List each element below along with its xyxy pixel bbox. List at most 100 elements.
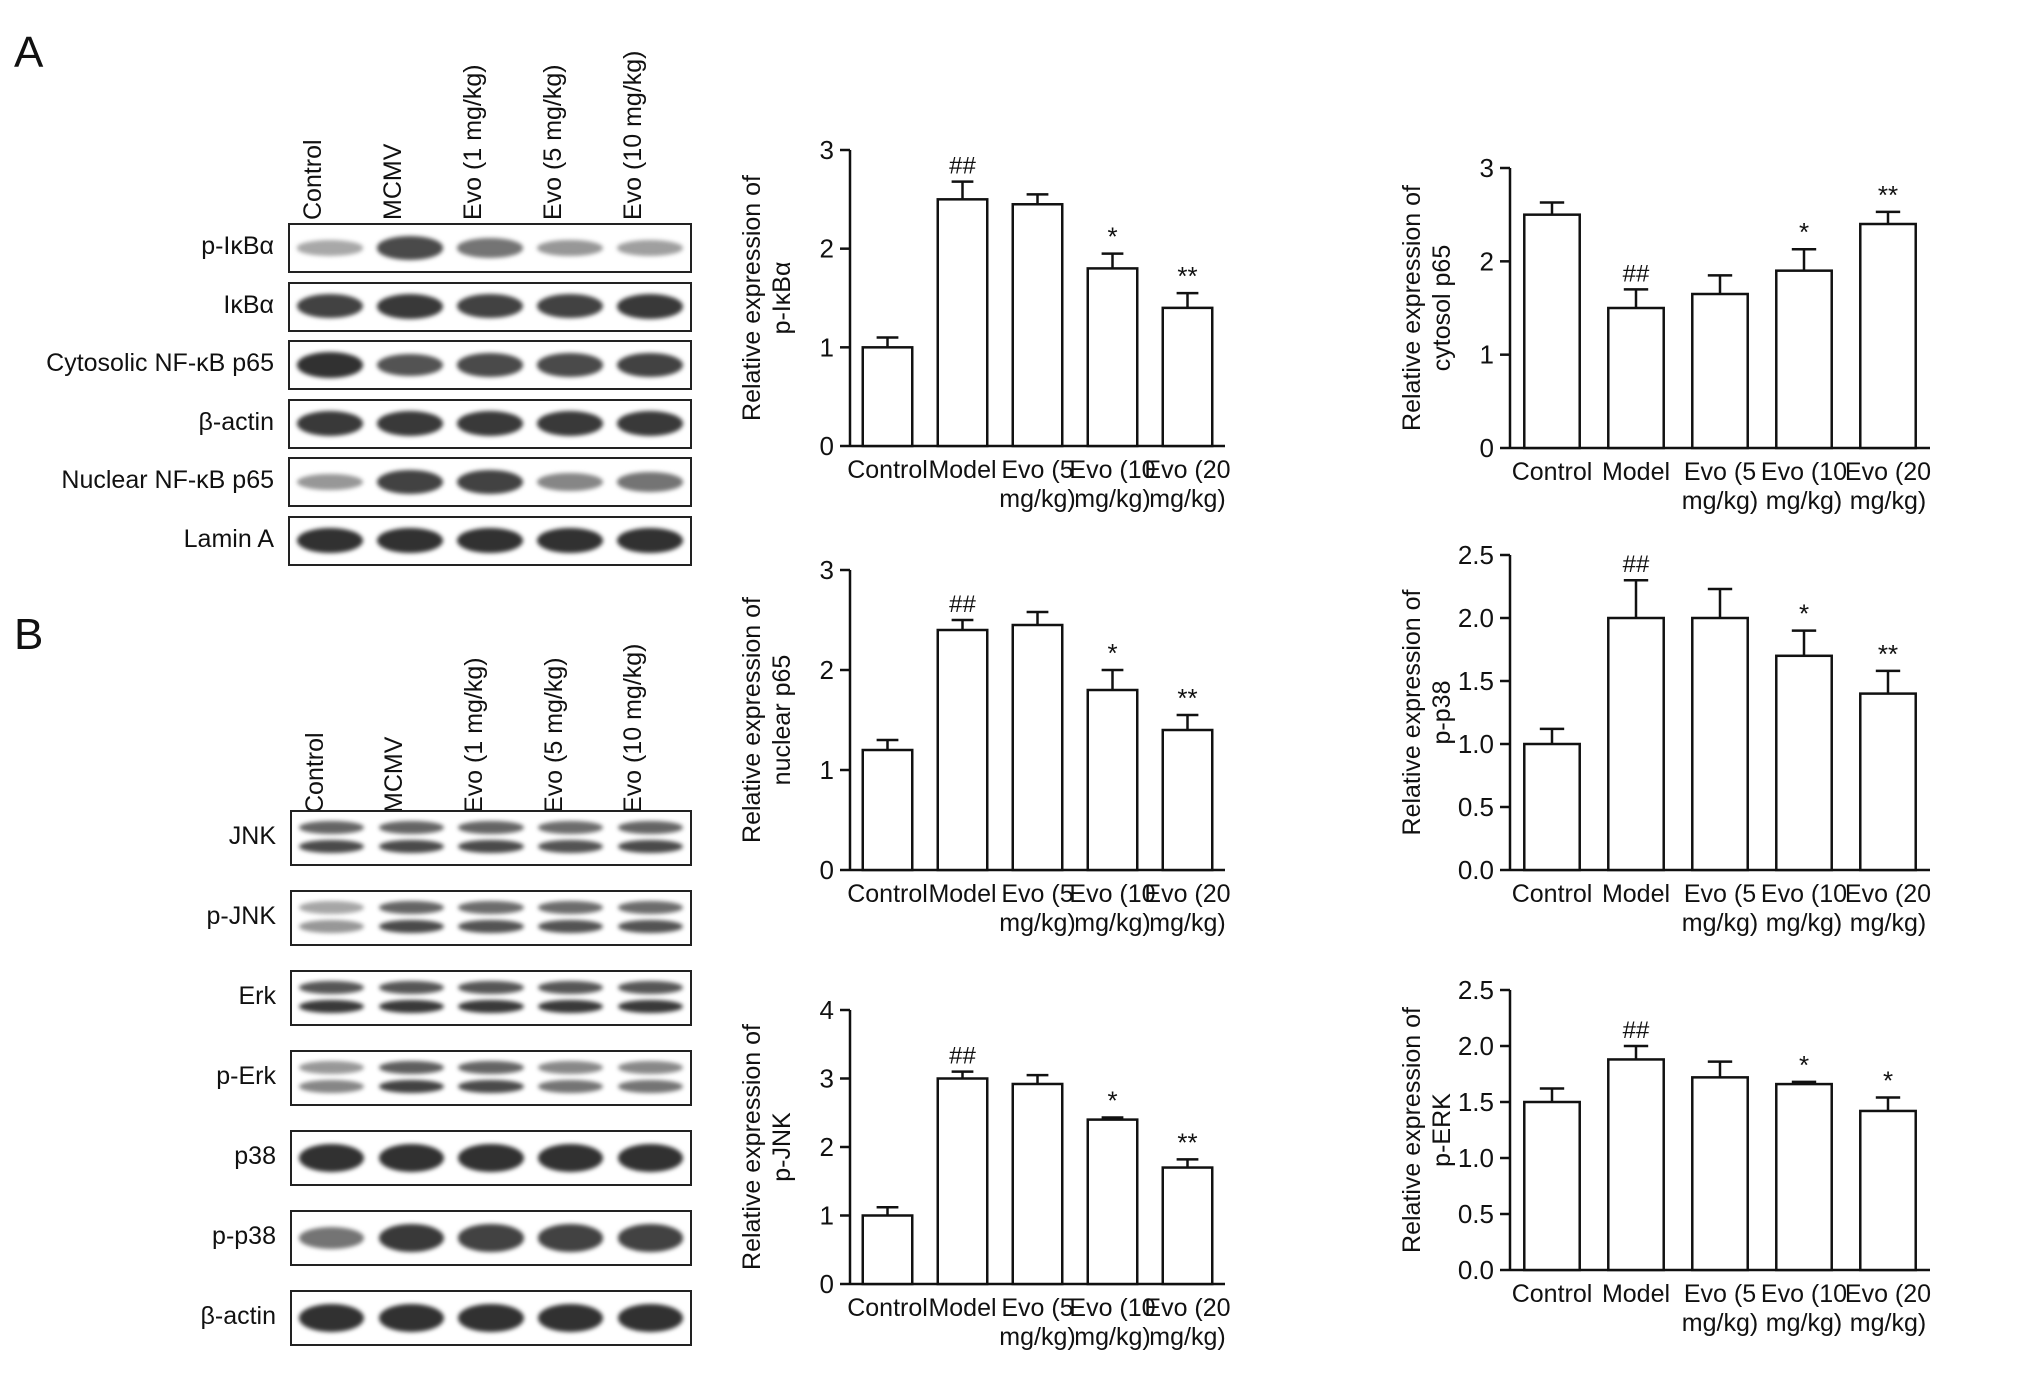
blot-band [617,1060,683,1075]
y-tick-label: 0.0 [1458,1255,1494,1285]
x-tick-label-line: Model [1602,1280,1670,1308]
panel-letter-a: A [14,28,44,77]
bar [936,628,989,872]
x-tick-label-line: mg/kg) [999,909,1075,937]
lane-label: Control [300,732,329,813]
y-tick-label: 2.5 [1458,540,1494,570]
lane-label: Evo (1 mg/kg) [459,64,487,220]
x-tick-label: Model [1602,880,1670,908]
lane-label: Evo (1 mg/kg) [460,657,488,813]
blot-band [377,294,443,319]
blot-band [297,473,363,491]
y-axis-label: Relative expression ofp-ERK [1398,1007,1456,1253]
blot-row-label: IκBα [223,290,274,319]
x-tick-label-line: Model [928,456,996,484]
x-tick-label: Evo (20 mg/kg) [1144,1294,1230,1351]
blot-band [297,352,363,378]
blot-row-label: p-IκBα [201,232,274,260]
blot-row-label: p-p38 [212,1222,276,1250]
y-tick-label: 0 [1480,433,1494,463]
x-tick-label-line: mg/kg) [1850,487,1926,515]
y-tick-label: 0 [820,1269,834,1299]
significance-label: * [1107,222,1117,252]
y-axis-label-line: p-JNK [768,1112,796,1182]
x-tick-label-line: mg/kg) [1850,909,1926,937]
x-tick-label-line: mg/kg) [999,1323,1075,1351]
y-tick-label: 1.0 [1458,729,1494,759]
blot-strip [288,515,692,566]
blot-band [378,1224,445,1252]
significance-label: * [1799,599,1809,629]
x-tick-label: Evo (5 mg/kg) [999,1294,1075,1351]
y-tick-label: 1.0 [1458,1143,1494,1173]
x-tick-label: Control [1512,458,1593,486]
blot-band [299,999,365,1014]
x-tick-label: Evo (20 mg/kg) [1144,456,1230,513]
x-tick-label-line: Control [1512,880,1593,908]
y-axis-label-line: Relative expression of [738,597,766,843]
x-tick-label-line: Evo (20 [1845,880,1931,908]
x-tick-label-line: Model [928,880,996,908]
y-tick-label: 2.0 [1458,1031,1494,1061]
blot-band [537,900,604,915]
chart-cytosol-p65: 0 1 2 3 Relative expression ofcytosol p65 Con… [1398,153,1931,515]
blot-strip [288,223,692,273]
y-tick-label: 1.5 [1458,1087,1494,1117]
y-tick-label: 2 [820,655,834,685]
x-tick-label-line: Model [1602,880,1670,908]
significance-label: ** [1177,261,1197,291]
blot-band [537,294,603,319]
blot-band [537,1060,604,1075]
x-tick-label: Evo (10 mg/kg) [1069,880,1155,937]
x-tick-label: Evo (10 mg/kg) [1069,1294,1155,1351]
y-axis-label-line: Relative expression of [1398,589,1426,835]
x-tick-label: Evo (5 mg/kg) [999,880,1075,937]
x-tick-label-line: Evo (10 [1761,458,1847,486]
blot-band [537,999,604,1014]
blot-band [537,1303,604,1333]
blot-strip [288,398,692,449]
bar [1607,306,1665,450]
lane-label: Evo (5 mg/kg) [539,657,568,813]
blot-band [299,900,365,915]
bar [1775,1082,1833,1272]
x-tick-label-line: mg/kg) [1682,1309,1758,1337]
blot-band [297,411,363,436]
bar [936,198,989,448]
blot-row-label: β-actin [198,407,274,436]
blot-band [617,352,683,377]
blot-band [617,294,683,319]
significance-label: ## [1623,551,1650,578]
blot-band [378,999,445,1014]
y-tick-label: 3 [1480,153,1494,183]
blot-band [617,472,683,492]
x-tick-label-line: mg/kg) [1682,909,1758,937]
chart-p-jnk: 0 1 2 3 4 Relative expression ofp-JNK Control #… [738,995,1231,1351]
x-tick-label: Evo (20 mg/kg) [1845,880,1931,937]
lane-label: Evo (5 mg/kg) [539,64,567,220]
x-tick-label-line: mg/kg) [1682,487,1758,515]
blot-row-label: Cytosolic NF-κB p65 [46,349,274,377]
bar [1607,1058,1665,1272]
bar [1775,269,1833,450]
blot-band [378,1143,445,1173]
bar [1161,306,1214,448]
lane-label: Control [299,139,327,220]
x-tick-label: Evo (10 mg/kg) [1761,458,1847,515]
y-axis-label-line: Relative expression of [1398,185,1426,431]
blot-strip [290,1130,692,1186]
significance-label: ## [1623,1017,1650,1044]
y-tick-label: 3 [820,555,834,585]
bar [936,1077,989,1286]
x-tick-label-line: Evo (5 [1684,880,1756,908]
y-tick-label: 2.5 [1458,975,1494,1005]
blot-row-label: JNK [228,822,276,850]
blot-band [458,900,524,915]
blot-band [299,820,365,835]
bar [1161,728,1214,872]
blot-band [377,236,443,260]
blot-band [537,839,604,854]
blot-band [617,240,683,256]
bar [1859,1109,1917,1272]
blot-band [458,1224,524,1252]
